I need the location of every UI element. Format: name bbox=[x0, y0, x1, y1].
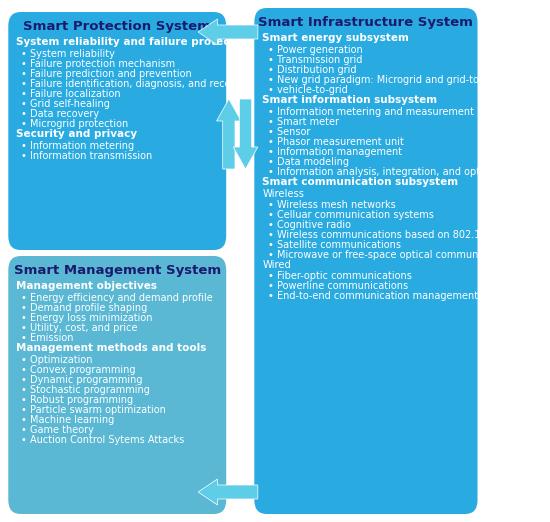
Text: • Phasor measurement unit: • Phasor measurement unit bbox=[267, 137, 403, 147]
Text: • Failure protection mechanism: • Failure protection mechanism bbox=[21, 59, 175, 69]
Text: • Particle swarm optimization: • Particle swarm optimization bbox=[21, 405, 166, 415]
Text: • Energy efficiency and demand profile: • Energy efficiency and demand profile bbox=[21, 293, 213, 303]
Polygon shape bbox=[233, 99, 258, 169]
Text: • Auction Control Sytems Attacks: • Auction Control Sytems Attacks bbox=[21, 435, 185, 445]
Text: • Information metering and measurement: • Information metering and measurement bbox=[267, 107, 474, 117]
Polygon shape bbox=[217, 99, 241, 169]
Text: • End-to-end communication management: • End-to-end communication management bbox=[267, 291, 477, 301]
Text: • Fiber-optic communications: • Fiber-optic communications bbox=[267, 271, 411, 281]
Text: • Transmission grid: • Transmission grid bbox=[267, 55, 362, 65]
Text: • Game theory: • Game theory bbox=[21, 425, 95, 435]
Polygon shape bbox=[198, 19, 258, 45]
Text: Security and privacy: Security and privacy bbox=[16, 129, 138, 139]
Text: • Smart meter: • Smart meter bbox=[267, 117, 338, 127]
Text: • Data modeling: • Data modeling bbox=[267, 157, 349, 167]
Text: • Information management: • Information management bbox=[267, 147, 402, 157]
Text: • Powerline communications: • Powerline communications bbox=[267, 281, 408, 291]
Text: • Grid self-healing: • Grid self-healing bbox=[21, 99, 111, 109]
Text: • Celluar communication systems: • Celluar communication systems bbox=[267, 210, 433, 220]
Text: • Information analysis, integration, and optimization: • Information analysis, integration, and… bbox=[267, 167, 524, 177]
Text: • Optimization: • Optimization bbox=[21, 355, 93, 365]
Text: System reliability and failure protection: System reliability and failure protectio… bbox=[16, 37, 253, 47]
Text: Management methods and tools: Management methods and tools bbox=[16, 343, 207, 353]
Text: • Failure identification, diagnosis, and recovery: • Failure identification, diagnosis, and… bbox=[21, 79, 252, 89]
FancyBboxPatch shape bbox=[8, 12, 226, 250]
Text: • Utility, cost, and price: • Utility, cost, and price bbox=[21, 323, 138, 333]
Text: Smart Infrastructure System: Smart Infrastructure System bbox=[258, 16, 474, 29]
Text: • Power generation: • Power generation bbox=[267, 45, 362, 55]
Text: • Microgrid protection: • Microgrid protection bbox=[21, 119, 129, 129]
Text: Smart Management System: Smart Management System bbox=[14, 264, 221, 277]
Text: • Machine learning: • Machine learning bbox=[21, 415, 115, 425]
Text: • Wireless communications based on 802.15.4: • Wireless communications based on 802.1… bbox=[267, 230, 495, 240]
Text: Wired: Wired bbox=[263, 260, 292, 270]
Text: • Sensor: • Sensor bbox=[267, 127, 310, 137]
Text: • Robust programming: • Robust programming bbox=[21, 395, 134, 405]
Text: Management objectives: Management objectives bbox=[16, 281, 157, 291]
Text: • Demand profile shaping: • Demand profile shaping bbox=[21, 303, 148, 313]
Polygon shape bbox=[198, 479, 258, 505]
Text: • Wireless mesh networks: • Wireless mesh networks bbox=[267, 200, 395, 210]
Text: • Microwave or free-space optical communications: • Microwave or free-space optical commun… bbox=[267, 250, 516, 260]
Text: Smart Protection System: Smart Protection System bbox=[23, 20, 211, 33]
Text: • Information transmission: • Information transmission bbox=[21, 151, 153, 161]
Text: • Satellite communications: • Satellite communications bbox=[267, 240, 400, 250]
FancyBboxPatch shape bbox=[254, 8, 477, 514]
Text: Wireless: Wireless bbox=[263, 189, 305, 199]
Text: • Stochastic programming: • Stochastic programming bbox=[21, 385, 150, 395]
Text: • Cognitive radio: • Cognitive radio bbox=[267, 220, 350, 230]
Text: Smart communication subsystem: Smart communication subsystem bbox=[262, 177, 458, 187]
Text: Smart energy subsystem: Smart energy subsystem bbox=[262, 33, 409, 43]
Text: • Distribution grid: • Distribution grid bbox=[267, 65, 356, 75]
Text: • Failure localization: • Failure localization bbox=[21, 89, 121, 99]
Text: • Data recovery: • Data recovery bbox=[21, 109, 100, 119]
Text: Smart information subsystem: Smart information subsystem bbox=[262, 95, 437, 105]
Text: • System reliability: • System reliability bbox=[21, 49, 116, 59]
FancyBboxPatch shape bbox=[8, 256, 226, 514]
Text: • New grid paradigm: Microgrid and grid-to vehicle /: • New grid paradigm: Microgrid and grid-… bbox=[267, 75, 522, 85]
Text: • Dynamic programming: • Dynamic programming bbox=[21, 375, 143, 385]
Text: • Failure prediction and prevention: • Failure prediction and prevention bbox=[21, 69, 192, 79]
Text: • Information metering: • Information metering bbox=[21, 141, 135, 151]
Text: • Emission: • Emission bbox=[21, 333, 74, 343]
Text: • Energy loss minimization: • Energy loss minimization bbox=[21, 313, 153, 323]
Text: • Convex programming: • Convex programming bbox=[21, 365, 136, 375]
Text: • vehicle-to-grid: • vehicle-to-grid bbox=[267, 85, 347, 95]
